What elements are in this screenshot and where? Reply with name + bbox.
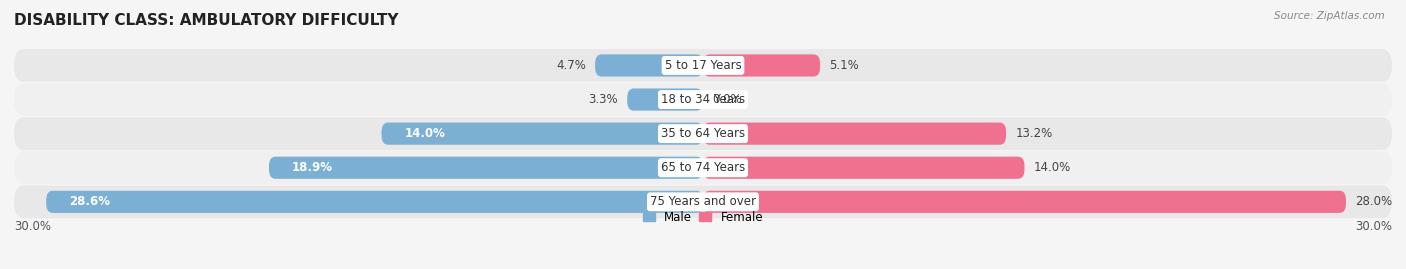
Text: 28.6%: 28.6% bbox=[69, 195, 110, 208]
Text: 28.0%: 28.0% bbox=[1355, 195, 1392, 208]
Text: 18 to 34 Years: 18 to 34 Years bbox=[661, 93, 745, 106]
Text: 5.1%: 5.1% bbox=[830, 59, 859, 72]
FancyBboxPatch shape bbox=[703, 191, 1346, 213]
FancyBboxPatch shape bbox=[46, 191, 703, 213]
Text: 30.0%: 30.0% bbox=[1355, 220, 1392, 233]
FancyBboxPatch shape bbox=[703, 123, 1007, 145]
FancyBboxPatch shape bbox=[14, 49, 1392, 82]
Text: 4.7%: 4.7% bbox=[555, 59, 586, 72]
Text: 18.9%: 18.9% bbox=[292, 161, 333, 174]
FancyBboxPatch shape bbox=[14, 185, 1392, 218]
Text: 35 to 64 Years: 35 to 64 Years bbox=[661, 127, 745, 140]
FancyBboxPatch shape bbox=[14, 151, 1392, 184]
FancyBboxPatch shape bbox=[269, 157, 703, 179]
FancyBboxPatch shape bbox=[627, 89, 703, 111]
Text: 13.2%: 13.2% bbox=[1015, 127, 1053, 140]
Text: 30.0%: 30.0% bbox=[14, 220, 51, 233]
Text: Source: ZipAtlas.com: Source: ZipAtlas.com bbox=[1274, 11, 1385, 21]
FancyBboxPatch shape bbox=[14, 83, 1392, 116]
FancyBboxPatch shape bbox=[381, 123, 703, 145]
Text: 14.0%: 14.0% bbox=[1033, 161, 1071, 174]
Text: 5 to 17 Years: 5 to 17 Years bbox=[665, 59, 741, 72]
FancyBboxPatch shape bbox=[703, 157, 1025, 179]
FancyBboxPatch shape bbox=[595, 54, 703, 77]
Legend: Male, Female: Male, Female bbox=[638, 206, 768, 228]
FancyBboxPatch shape bbox=[14, 117, 1392, 150]
Text: 75 Years and over: 75 Years and over bbox=[650, 195, 756, 208]
FancyBboxPatch shape bbox=[703, 54, 820, 77]
Text: 3.3%: 3.3% bbox=[588, 93, 619, 106]
Text: DISABILITY CLASS: AMBULATORY DIFFICULTY: DISABILITY CLASS: AMBULATORY DIFFICULTY bbox=[14, 13, 398, 28]
Text: 65 to 74 Years: 65 to 74 Years bbox=[661, 161, 745, 174]
Text: 14.0%: 14.0% bbox=[405, 127, 446, 140]
Text: 0.0%: 0.0% bbox=[713, 93, 742, 106]
